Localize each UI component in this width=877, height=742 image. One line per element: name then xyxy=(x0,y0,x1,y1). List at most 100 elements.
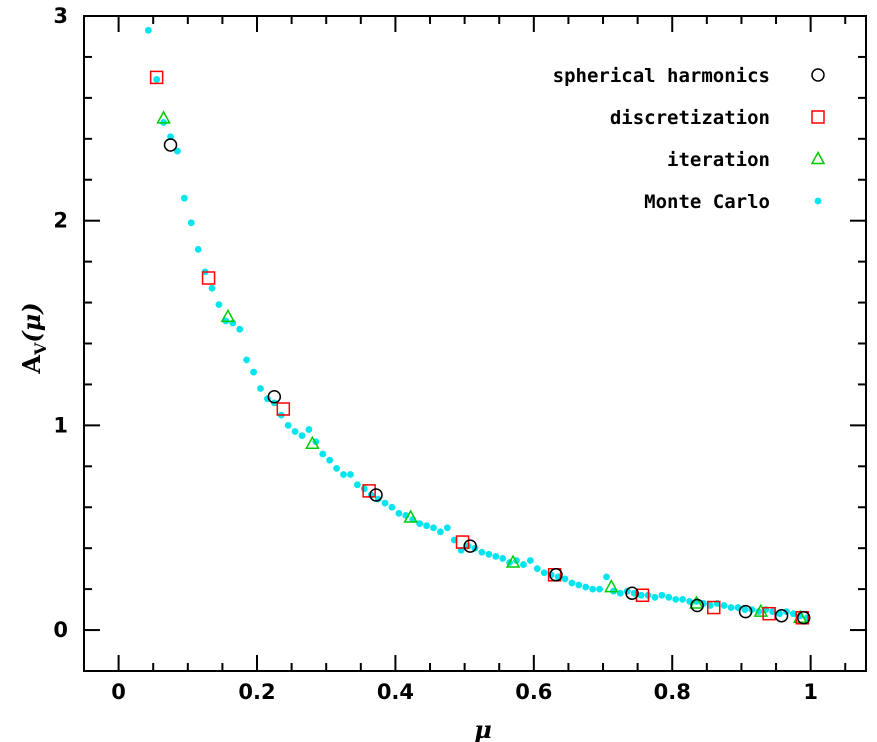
data-point xyxy=(526,557,534,564)
data-point xyxy=(455,535,470,549)
data-point xyxy=(492,552,500,560)
data-point xyxy=(658,591,666,599)
data-point xyxy=(430,524,437,532)
x-tick-label: 0.6 xyxy=(515,680,552,704)
data-point xyxy=(727,604,735,611)
data-point xyxy=(520,561,527,568)
legend-marker xyxy=(811,68,825,82)
data-point xyxy=(423,522,430,530)
data-point xyxy=(741,606,749,613)
data-point xyxy=(250,368,257,376)
data-marks xyxy=(144,26,811,625)
data-point xyxy=(319,450,327,458)
y-tick-label: 1 xyxy=(53,413,68,437)
data-point xyxy=(706,602,714,609)
data-point xyxy=(208,284,216,292)
data-point xyxy=(596,585,603,593)
data-point xyxy=(651,593,659,601)
series-iteration xyxy=(156,110,808,624)
data-point xyxy=(690,598,704,613)
data-point xyxy=(298,432,306,440)
data-point xyxy=(220,308,236,323)
data-point xyxy=(665,593,673,601)
data-point xyxy=(796,611,811,625)
series-monte-carlo xyxy=(144,26,811,622)
data-point xyxy=(707,600,721,615)
data-point xyxy=(403,509,418,523)
data-point xyxy=(738,604,753,619)
legend-label: spherical harmonics xyxy=(553,65,770,87)
data-point xyxy=(789,610,797,618)
data-point xyxy=(443,524,451,532)
data-point xyxy=(305,426,313,433)
y-tick-label: 0 xyxy=(53,618,68,642)
data-point xyxy=(604,579,619,593)
data-point xyxy=(635,588,650,603)
data-point xyxy=(589,585,597,593)
data-point xyxy=(149,70,164,85)
data-point xyxy=(637,591,645,599)
svg-text:AV(μ): AV(μ) xyxy=(17,302,50,374)
data-point xyxy=(575,581,583,589)
x-tick-label: 0 xyxy=(111,680,126,704)
data-point xyxy=(347,471,354,478)
x-tick-label: 0.8 xyxy=(654,680,691,704)
data-point xyxy=(689,595,704,609)
data-point xyxy=(236,325,244,333)
y-axis-label-sub: V xyxy=(31,342,50,356)
data-point xyxy=(305,435,320,450)
legend-marker xyxy=(811,110,825,124)
tick-labels: 0 0.2 0.4 0.6 0.8 1 0 1 2 3 xyxy=(53,4,818,704)
data-point xyxy=(144,26,152,34)
data-point xyxy=(561,575,569,583)
data-point xyxy=(436,528,444,536)
data-point xyxy=(194,245,202,253)
data-point xyxy=(333,464,340,472)
data-point xyxy=(360,485,368,493)
y-axis-label-paren: (μ) xyxy=(17,302,46,342)
data-point xyxy=(549,568,563,582)
data-point xyxy=(625,586,639,600)
legend-marker xyxy=(810,150,826,165)
data-point xyxy=(499,555,507,562)
data-point xyxy=(362,484,376,498)
data-point xyxy=(381,499,389,507)
data-point xyxy=(603,573,610,581)
data-point xyxy=(540,569,548,577)
data-point xyxy=(284,421,292,429)
data-point xyxy=(774,608,789,623)
data-point xyxy=(326,456,334,464)
data-point xyxy=(616,589,624,597)
data-point xyxy=(267,389,282,404)
data-point xyxy=(243,356,251,364)
series-spherical-harmonics xyxy=(163,138,811,625)
x-axis-label: μ xyxy=(474,715,492,742)
y-axis-label: AV(μ) xyxy=(17,302,50,374)
data-point xyxy=(463,539,477,553)
y-tick-label: 2 xyxy=(53,209,68,233)
data-point xyxy=(174,147,181,155)
data-point xyxy=(353,481,361,489)
data-point xyxy=(215,301,223,309)
data-point xyxy=(762,606,776,621)
data-point xyxy=(291,428,299,435)
data-point xyxy=(395,509,403,517)
data-point xyxy=(547,571,555,579)
data-point xyxy=(720,602,728,609)
legend-label: discretization xyxy=(610,107,770,129)
data-point xyxy=(156,110,171,124)
data-point xyxy=(187,219,195,227)
data-point xyxy=(276,402,291,416)
data-point xyxy=(485,550,493,558)
x-tick-label: 1 xyxy=(803,680,818,704)
data-point xyxy=(478,548,486,556)
legend-marker xyxy=(814,197,822,205)
data-point xyxy=(201,271,216,285)
data-point xyxy=(163,138,178,152)
data-point xyxy=(568,579,576,587)
data-point xyxy=(153,76,161,83)
y-axis-label-main: A xyxy=(17,355,46,375)
data-point xyxy=(769,608,776,616)
x-tick-label: 0.4 xyxy=(377,680,414,704)
